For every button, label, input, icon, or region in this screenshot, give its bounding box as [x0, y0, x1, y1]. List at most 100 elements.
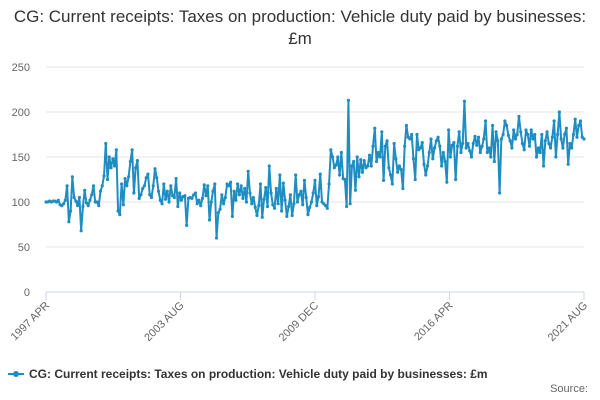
data-point[interactable]	[230, 214, 234, 218]
data-point[interactable]	[257, 204, 261, 208]
data-point[interactable]	[163, 197, 168, 201]
data-point[interactable]	[202, 183, 206, 187]
data-point[interactable]	[146, 172, 150, 176]
data-point[interactable]	[67, 220, 71, 224]
data-point[interactable]	[519, 130, 523, 134]
data-point[interactable]	[552, 119, 556, 123]
data-point[interactable]	[155, 176, 159, 180]
data-point[interactable]	[547, 141, 551, 146]
data-point[interactable]	[454, 177, 458, 182]
data-point[interactable]	[102, 174, 106, 178]
data-point[interactable]	[183, 194, 187, 198]
data-point[interactable]	[380, 130, 384, 134]
data-point[interactable]	[575, 135, 579, 139]
data-point[interactable]	[283, 198, 287, 202]
data-point[interactable]	[374, 159, 379, 164]
data-point[interactable]	[112, 164, 117, 168]
data-point[interactable]	[260, 215, 264, 219]
data-point[interactable]	[563, 132, 567, 137]
data-point[interactable]	[276, 202, 280, 206]
data-point[interactable]	[209, 200, 213, 204]
data-point[interactable]	[197, 198, 201, 202]
data-point[interactable]	[227, 184, 231, 188]
data-point[interactable]	[195, 202, 199, 206]
data-point[interactable]	[404, 123, 409, 128]
data-point[interactable]	[109, 166, 113, 170]
data-point[interactable]	[141, 186, 145, 191]
data-point[interactable]	[313, 178, 317, 182]
series-line-group[interactable]	[44, 98, 586, 240]
data-point[interactable]	[232, 189, 236, 193]
data-point[interactable]	[425, 164, 430, 168]
data-point[interactable]	[292, 202, 296, 206]
data-point[interactable]	[338, 173, 342, 177]
data-point[interactable]	[366, 164, 370, 168]
data-point[interactable]	[355, 155, 359, 159]
data-point[interactable]	[464, 146, 468, 150]
data-point[interactable]	[135, 159, 140, 163]
data-point[interactable]	[445, 180, 449, 184]
credits[interactable]: Source:	[550, 383, 588, 395]
data-point[interactable]	[269, 191, 273, 195]
data-point[interactable]	[371, 144, 375, 148]
data-point[interactable]	[461, 141, 465, 146]
data-point[interactable]	[311, 191, 315, 195]
data-point[interactable]	[566, 162, 570, 166]
data-point[interactable]	[506, 133, 510, 137]
data-point[interactable]	[352, 159, 356, 164]
data-point[interactable]	[77, 195, 82, 200]
data-point[interactable]	[432, 146, 437, 150]
data-point[interactable]	[478, 150, 482, 155]
data-point[interactable]	[438, 144, 442, 148]
data-point[interactable]	[334, 163, 338, 167]
data-point[interactable]	[204, 194, 208, 198]
data-point[interactable]	[578, 119, 583, 123]
data-point[interactable]	[207, 218, 212, 222]
data-point[interactable]	[90, 193, 94, 197]
data-point[interactable]	[534, 155, 539, 159]
data-point[interactable]	[229, 180, 233, 184]
data-point[interactable]	[167, 200, 171, 204]
data-point[interactable]	[422, 162, 426, 166]
data-point[interactable]	[429, 137, 433, 141]
data-point[interactable]	[111, 157, 115, 161]
data-point[interactable]	[274, 186, 278, 191]
data-point[interactable]	[475, 143, 479, 147]
data-point[interactable]	[487, 146, 491, 150]
data-point[interactable]	[285, 214, 289, 218]
data-point[interactable]	[221, 202, 226, 206]
data-point[interactable]	[480, 144, 484, 148]
data-point[interactable]	[200, 196, 205, 200]
data-point[interactable]	[165, 189, 169, 193]
data-point[interactable]	[399, 168, 403, 172]
data-point[interactable]	[568, 141, 572, 146]
legend-label[interactable]: CG: Current receipts: Taxes on productio…	[29, 367, 488, 381]
data-point[interactable]	[74, 199, 78, 203]
data-point[interactable]	[104, 141, 108, 146]
data-point[interactable]	[367, 153, 372, 157]
data-point[interactable]	[476, 135, 481, 139]
data-point[interactable]	[420, 141, 424, 145]
data-point[interactable]	[343, 177, 347, 182]
data-point[interactable]	[418, 146, 423, 150]
data-point[interactable]	[387, 166, 391, 170]
data-point[interactable]	[545, 130, 549, 134]
data-point[interactable]	[246, 169, 250, 173]
data-point[interactable]	[489, 155, 493, 159]
data-point[interactable]	[330, 155, 335, 159]
data-point[interactable]	[357, 175, 361, 179]
data-point[interactable]	[236, 182, 240, 186]
data-point[interactable]	[302, 178, 307, 182]
data-point[interactable]	[369, 164, 373, 168]
data-point[interactable]	[316, 195, 321, 199]
data-point[interactable]	[88, 198, 92, 202]
data-point[interactable]	[536, 146, 540, 150]
data-point[interactable]	[441, 150, 445, 155]
data-point[interactable]	[160, 202, 164, 206]
data-point[interactable]	[223, 195, 227, 200]
data-point[interactable]	[462, 99, 467, 103]
data-point[interactable]	[144, 176, 148, 180]
data-point[interactable]	[295, 200, 300, 204]
data-point[interactable]	[294, 173, 298, 177]
data-point[interactable]	[95, 200, 99, 204]
